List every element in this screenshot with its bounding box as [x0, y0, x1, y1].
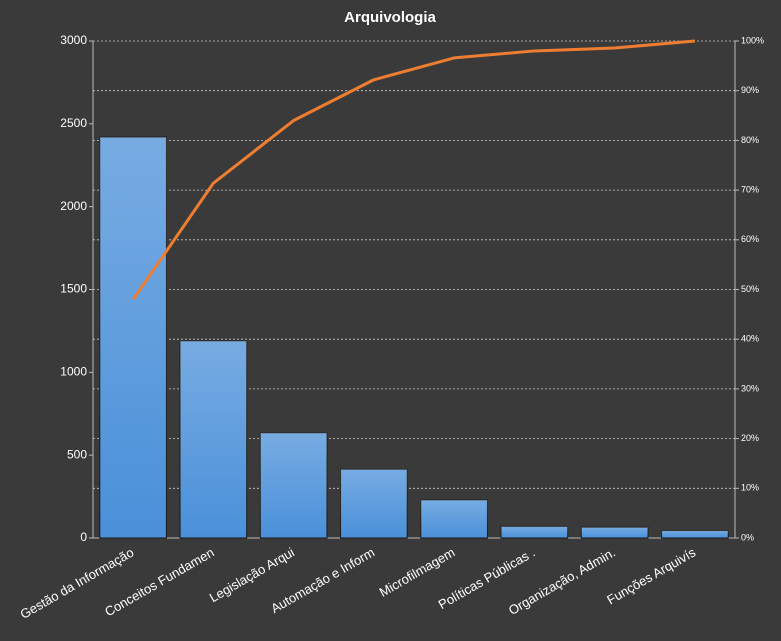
y2-tick-label: 30% [741, 383, 759, 393]
y2-tick-label: 40% [741, 334, 759, 344]
bar-shine [180, 340, 247, 538]
y2-tick-label: 80% [741, 135, 759, 145]
y-tick-label: 500 [67, 447, 87, 461]
y-tick-label: 1500 [60, 282, 87, 296]
bar-shine [581, 527, 648, 538]
bar-shine [340, 469, 408, 538]
y2-tick-label: 60% [741, 234, 759, 244]
y2-tick-label: 10% [741, 483, 759, 493]
y-tick-label: 0 [80, 530, 87, 544]
bar-shine [420, 499, 488, 538]
bar-shine [501, 526, 568, 538]
y2-tick-label: 50% [741, 284, 759, 294]
bar-shine [661, 530, 729, 538]
y2-tick-label: 20% [741, 433, 759, 443]
chart-title: Arquivologia [344, 9, 436, 26]
y-tick-label: 2000 [60, 199, 87, 213]
y2-tick-label: 70% [741, 184, 759, 194]
bar-shine [260, 432, 327, 538]
cumulative-line [131, 39, 696, 301]
y2-tick-label: 0% [741, 532, 754, 542]
y2-tick-label: 90% [741, 85, 759, 95]
bar-shine [99, 137, 167, 538]
y-tick-label: 2500 [60, 116, 87, 130]
y-tick-label: 3000 [60, 33, 87, 47]
y2-tick-label: 100% [741, 35, 764, 45]
y-tick-label: 1000 [60, 365, 87, 379]
